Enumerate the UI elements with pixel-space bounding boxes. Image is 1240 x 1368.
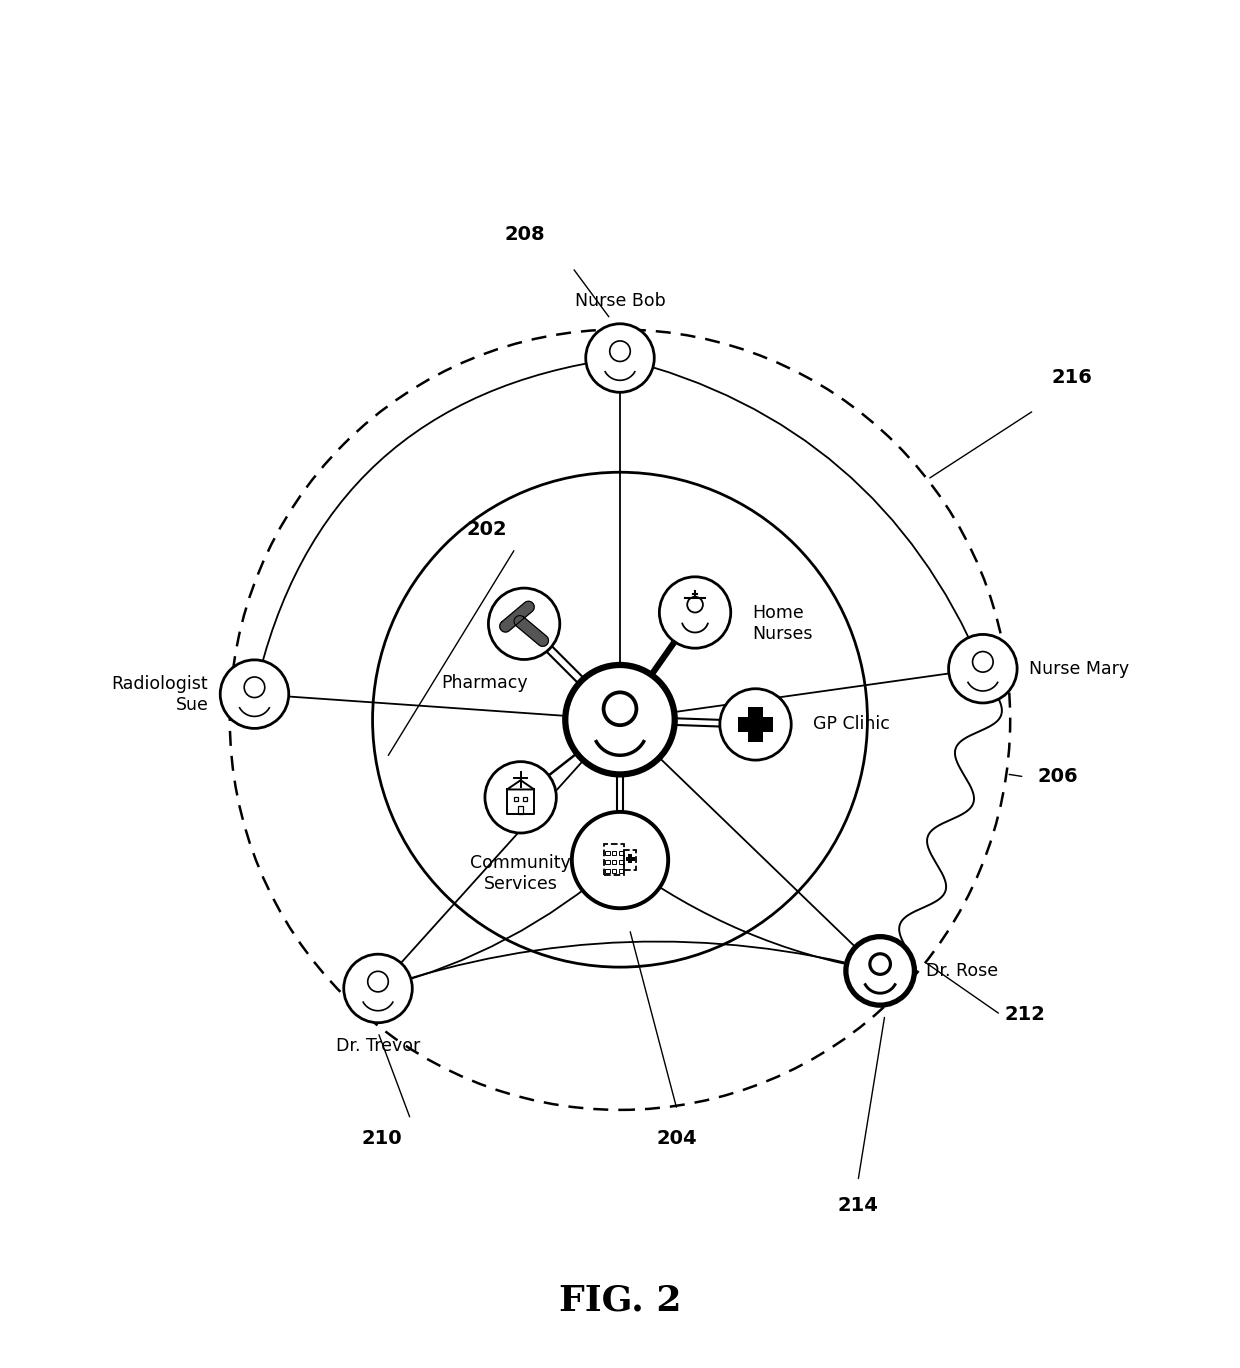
Circle shape — [368, 971, 388, 992]
Circle shape — [949, 635, 1017, 703]
Circle shape — [610, 341, 630, 361]
Bar — [605, 851, 610, 855]
Bar — [613, 859, 616, 865]
Bar — [515, 796, 518, 800]
Circle shape — [604, 692, 636, 725]
Circle shape — [485, 762, 557, 833]
Circle shape — [972, 651, 993, 672]
Text: Radiologist
Sue: Radiologist Sue — [112, 674, 208, 714]
Bar — [605, 869, 610, 873]
Bar — [604, 844, 624, 876]
Bar — [613, 851, 616, 855]
Bar — [619, 859, 624, 865]
Bar — [518, 806, 523, 814]
Bar — [605, 859, 610, 865]
Circle shape — [846, 937, 914, 1005]
Circle shape — [660, 577, 730, 648]
Circle shape — [489, 588, 559, 659]
Text: 214: 214 — [837, 1196, 878, 1215]
Text: 204: 204 — [657, 1129, 697, 1148]
Text: 202: 202 — [466, 520, 507, 539]
Text: Nurse Mary: Nurse Mary — [1029, 659, 1130, 677]
Text: 210: 210 — [362, 1129, 403, 1148]
Circle shape — [572, 811, 668, 908]
Bar — [624, 850, 636, 870]
Bar — [523, 796, 527, 800]
Bar — [626, 856, 635, 860]
Bar — [749, 707, 763, 741]
Circle shape — [244, 677, 265, 698]
Circle shape — [585, 324, 655, 393]
Circle shape — [221, 659, 289, 728]
Text: Dr. Trevor: Dr. Trevor — [336, 1037, 420, 1055]
Circle shape — [343, 955, 412, 1023]
Polygon shape — [500, 602, 534, 632]
Text: Dr. Rose: Dr. Rose — [926, 962, 998, 979]
Bar — [738, 717, 773, 732]
Text: GP Clinic: GP Clinic — [812, 715, 889, 733]
Bar — [619, 851, 624, 855]
Text: Home
Nurses: Home Nurses — [753, 603, 812, 643]
Circle shape — [687, 596, 703, 613]
Text: Pharmacy: Pharmacy — [441, 674, 528, 692]
Text: 216: 216 — [1052, 368, 1092, 387]
Circle shape — [720, 688, 791, 761]
Text: 206: 206 — [1038, 767, 1078, 787]
Text: 208: 208 — [505, 224, 546, 244]
Text: Nurse Bob: Nurse Bob — [574, 291, 666, 309]
Bar — [619, 869, 624, 873]
Polygon shape — [515, 616, 548, 646]
Circle shape — [565, 665, 675, 774]
Circle shape — [870, 953, 890, 974]
Text: 212: 212 — [1004, 1005, 1045, 1025]
Text: FIG. 2: FIG. 2 — [559, 1283, 681, 1317]
Bar — [629, 855, 632, 863]
Bar — [613, 869, 616, 873]
Text: Community
Services: Community Services — [470, 855, 570, 893]
